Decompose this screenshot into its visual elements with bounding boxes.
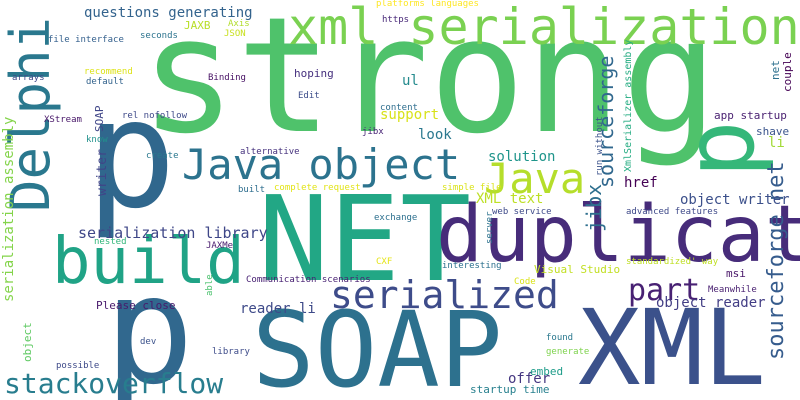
word-p-vertical: p	[664, 120, 776, 178]
word-please-close: Please close	[96, 299, 176, 312]
word-li: li	[768, 135, 785, 151]
word-advanced-features: advanced features	[626, 207, 719, 217]
word-complete-request: complete request	[274, 183, 361, 193]
word-object-reader: object reader	[656, 295, 766, 311]
word-app-startup: app startup	[714, 109, 787, 122]
word-build: build	[52, 225, 245, 299]
word-soap-vertical: SOAP	[93, 105, 106, 133]
word-server: server	[485, 211, 495, 244]
word-found: found	[546, 333, 574, 343]
word-run-without: run without	[595, 116, 605, 176]
word-support: support	[380, 107, 440, 123]
word-jaxme: JAXMe	[206, 241, 234, 251]
word-ul: ul	[402, 73, 419, 89]
word-look: look	[418, 127, 452, 143]
word-generate: generate	[546, 347, 590, 357]
word-net: NET	[258, 170, 472, 308]
word-xml-text: XML text	[476, 191, 544, 207]
word-p-large: p	[86, 68, 177, 242]
word-interesting: interesting	[442, 261, 502, 271]
word-xstream: XStream	[44, 115, 82, 125]
word-java-object: Java object	[182, 140, 461, 189]
word-edit: Edit	[298, 91, 320, 101]
word-offer: offer	[508, 371, 551, 387]
word-default: default	[86, 77, 124, 87]
word-simple-file: simple file	[442, 183, 502, 193]
word-shave: shave	[756, 125, 790, 138]
word-https: https	[382, 15, 410, 25]
word-arrays: arrays	[12, 73, 45, 83]
word-exchange: exchange	[374, 213, 418, 223]
word-know: know	[86, 135, 108, 145]
word-stackoverflow: stackoverflow	[4, 367, 224, 400]
word-recommend: recommend	[84, 67, 133, 77]
word-startup-time: startup time	[470, 383, 550, 396]
word-duplicate: duplicate	[436, 190, 800, 280]
word-p-bottom: p	[104, 244, 195, 400]
word-msi: msi	[726, 267, 746, 280]
word-standardized-way: standardized' way	[626, 257, 719, 267]
word-questions-generating: questions generating	[84, 5, 253, 21]
word-jibx-vertical: jibx	[582, 183, 606, 232]
word-java: Java	[484, 154, 586, 203]
word-create: create	[146, 151, 179, 161]
word-xml-serialization: xml serialization	[288, 0, 800, 56]
word-jaxb: JAXB	[184, 19, 211, 32]
word-able: able	[205, 274, 215, 296]
word-soap: SOAP	[252, 289, 503, 400]
word-platforms-languages: platforms languages	[376, 0, 479, 9]
word-jibx: jibx	[362, 127, 384, 137]
word-binding: Binding	[208, 73, 246, 83]
word-net-vertical: net	[769, 60, 782, 80]
word-code: Code	[514, 277, 536, 287]
word-xmlserializer-assembly: XmlSerializer assembly	[623, 39, 634, 172]
word-href: href	[624, 175, 658, 191]
word-file-interface: file interface	[48, 35, 124, 45]
word-built: built	[238, 185, 266, 195]
word-object-writer: object writer	[680, 192, 790, 208]
word-nested: nested	[94, 237, 127, 247]
word-visual-studio: Visual Studio	[534, 263, 621, 276]
word-possible: possible	[56, 361, 100, 371]
word-communication-scenarios: Communication scenarios	[246, 275, 371, 285]
word-cxf: CXF	[376, 257, 393, 267]
word-serialization-assembly: serialization assembly	[1, 116, 17, 302]
word-writer: writer	[95, 149, 110, 196]
word-json: JSON	[224, 29, 246, 39]
word-serialized: serialized	[330, 273, 559, 317]
word-rel-nofollow: rel nofollow	[122, 111, 188, 121]
word-part: part	[628, 273, 701, 308]
word-solution: solution	[488, 149, 556, 165]
word-reader-li: reader li	[240, 301, 316, 317]
word-alternative: alternative	[240, 147, 300, 157]
word-couple: couple	[781, 52, 794, 92]
word-axis: Axis	[228, 19, 250, 29]
word-content: content	[380, 103, 418, 113]
word-xml: XML	[578, 287, 766, 400]
word-seconds: seconds	[140, 31, 178, 41]
word-strong: strong	[140, 0, 718, 169]
word-dev: dev	[140, 337, 157, 347]
word-meanwhile: Meanwhile	[708, 285, 757, 295]
word-web-service: web service	[492, 207, 552, 217]
word-library: library	[212, 347, 250, 357]
word-serialization-library: serialization library	[78, 224, 268, 242]
word-embed: embed	[530, 365, 564, 378]
word-hoping: hoping	[294, 67, 334, 80]
word-object: object	[21, 322, 34, 362]
